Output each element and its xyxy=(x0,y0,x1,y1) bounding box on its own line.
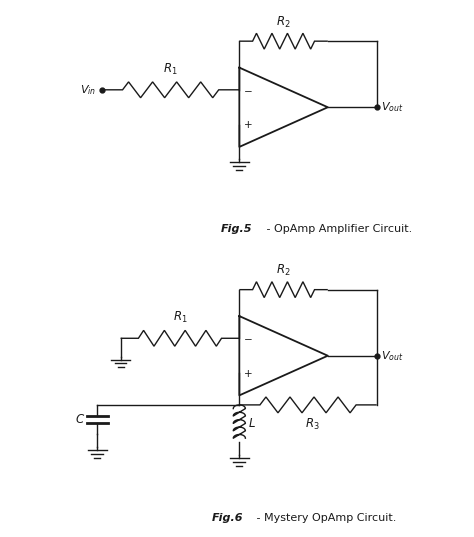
Text: - Mystery OpAmp Circuit.: - Mystery OpAmp Circuit. xyxy=(253,513,397,523)
Text: $V_{\mathit{in}}$: $V_{\mathit{in}}$ xyxy=(80,83,96,97)
Text: $C$: $C$ xyxy=(74,413,85,426)
Text: $-$: $-$ xyxy=(243,333,253,343)
Text: $R_2$: $R_2$ xyxy=(276,14,291,30)
Text: Fig.6: Fig.6 xyxy=(212,513,244,523)
Text: $-$: $-$ xyxy=(243,85,253,95)
Text: Fig.5: Fig.5 xyxy=(221,224,253,234)
Text: $R_1$: $R_1$ xyxy=(164,62,178,77)
Text: $L$: $L$ xyxy=(248,417,256,430)
Text: $+$: $+$ xyxy=(243,119,253,130)
Text: $R_3$: $R_3$ xyxy=(305,417,320,432)
Text: - OpAmp Amplifier Circuit.: - OpAmp Amplifier Circuit. xyxy=(263,224,412,234)
Text: $V_{\mathit{out}}$: $V_{\mathit{out}}$ xyxy=(382,100,404,114)
Text: $V_{\mathit{out}}$: $V_{\mathit{out}}$ xyxy=(382,349,404,362)
Text: $R_1$: $R_1$ xyxy=(173,310,187,325)
Text: $R_2$: $R_2$ xyxy=(276,263,291,278)
Text: $+$: $+$ xyxy=(243,368,253,379)
